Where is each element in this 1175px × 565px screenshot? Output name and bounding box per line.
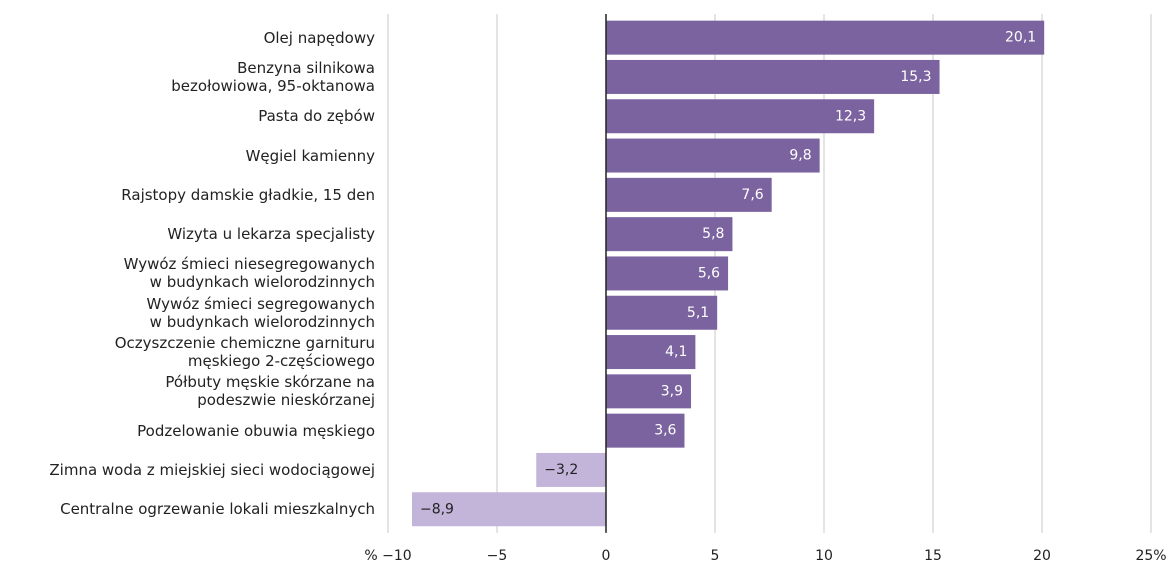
y-tick-label: Podzelowanie obuwia męskiego: [137, 421, 375, 440]
value-label: 7,6: [741, 187, 763, 203]
bar: [606, 335, 696, 370]
y-tick-label: Wizyta u lekarza specjalisty: [167, 225, 375, 244]
value-label: 3,9: [661, 383, 683, 399]
x-tick-label: 10: [815, 548, 833, 564]
value-label: 5,6: [698, 265, 720, 281]
y-tick-label: Oczyszczenie chemiczne garnituru męskieg…: [114, 334, 375, 371]
y-tick-label: Zimna woda z miejskiej sieci wodociągowe…: [49, 460, 375, 479]
x-tick-label: 15: [924, 548, 942, 564]
y-tick-label: Półbuty męskie skórzane na podeszwie nie…: [165, 373, 375, 410]
y-tick-label: Wywóz śmieci segregowanych w budynkach w…: [146, 294, 375, 331]
bar: [411, 492, 606, 527]
bar: [536, 452, 606, 487]
x-tick-label: 5: [711, 548, 720, 564]
value-label: 5,8: [702, 226, 724, 242]
x-tick-label: 0: [602, 548, 611, 564]
y-tick-label: Centralne ogrzewanie lokali mieszkalnych: [60, 500, 375, 519]
x-tick-label: % −10: [364, 548, 411, 564]
value-label: −3,2: [544, 462, 578, 478]
value-label: 15,3: [900, 69, 931, 85]
x-tick-label: −5: [487, 548, 508, 564]
bar: [606, 59, 940, 94]
bar: [606, 138, 820, 173]
y-tick-label: Węgiel kamienny: [245, 146, 375, 165]
y-tick-label: Wywóz śmieci niesegregowanych w budynkac…: [123, 255, 375, 292]
value-label: 20,1: [1005, 30, 1036, 46]
value-label: 3,6: [654, 423, 676, 439]
bar: [606, 374, 692, 409]
value-label: 12,3: [835, 108, 866, 124]
bar: [606, 217, 733, 252]
value-label: 9,8: [789, 148, 811, 164]
y-tick-label: Pasta do zębów: [258, 107, 375, 126]
bar: [606, 256, 729, 291]
y-tick-label: Olej napędowy: [263, 28, 375, 47]
bar: [606, 99, 875, 134]
x-tick-label: 20: [1033, 548, 1051, 564]
value-label: 4,1: [665, 344, 687, 360]
bar: [606, 295, 718, 330]
bar: [606, 20, 1045, 55]
y-tick-label: Rajstopy damskie gładkie, 15 den: [121, 185, 375, 204]
x-tick-label: 25%: [1135, 548, 1166, 564]
bar: [606, 413, 685, 448]
value-label: −8,9: [420, 501, 454, 517]
y-tick-label: Benzyna silnikowa bezołowiowa, 95-oktano…: [171, 58, 375, 95]
value-label: 5,1: [687, 305, 709, 321]
bar: [606, 177, 772, 212]
